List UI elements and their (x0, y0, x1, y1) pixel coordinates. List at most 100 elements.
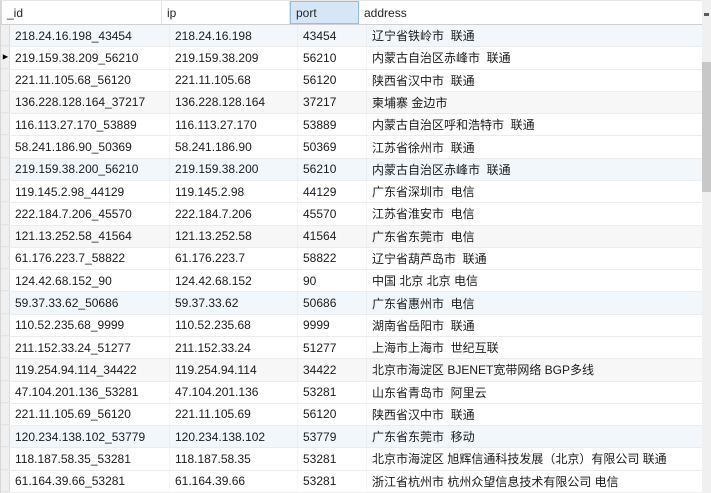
cell-address[interactable]: 内蒙古自治区赤峰市 联通 (372, 51, 511, 66)
cell-address[interactable]: 江苏省淮安市 电信 (372, 207, 475, 222)
table-row[interactable]: 121.13.252.58_41564 121.13.252.58 41564 广东省… (1, 225, 702, 248)
cell-address[interactable]: 江苏省徐州市 联通 (372, 140, 475, 155)
column-header-id[interactable]: _id (2, 1, 162, 24)
cell-address[interactable]: 上海市上海市 世纪互联 (372, 341, 499, 356)
row-header[interactable] (1, 270, 10, 292)
row-header[interactable] (1, 448, 10, 470)
column-header-ip[interactable]: ip (162, 1, 290, 24)
cell-port[interactable]: 56210 (298, 159, 367, 180)
cell-port[interactable]: 41564 (298, 226, 367, 247)
table-row[interactable]: 219.159.38.200_56210 219.159.38.200 56210 内… (1, 158, 702, 181)
cell-address[interactable]: 湖南省岳阳市 联通 (372, 318, 475, 333)
table-row[interactable]: 119.254.94.114_34422 119.254.94.114 34422 北… (1, 359, 702, 382)
cell-port[interactable]: 56210 (298, 47, 367, 68)
row-header[interactable] (1, 292, 10, 314)
cell-ip[interactable]: 58.241.186.90 (170, 136, 298, 157)
cell-address[interactable]: 辽宁省葫芦岛市 联通 (372, 251, 487, 266)
cell-ip[interactable]: 47.104.201.136 (170, 382, 298, 403)
table-row[interactable]: 47.104.201.136_53281 47.104.201.136 53281 山… (1, 381, 702, 404)
cell-ip[interactable]: 119.254.94.114 (170, 359, 298, 380)
table-row[interactable]: 124.42.68.152_90 124.42.68.152 90 中国 北京 北京 … (1, 270, 702, 293)
cell-id[interactable]: 222.184.7.206_45570 (10, 203, 170, 224)
row-header[interactable] (1, 359, 10, 381)
row-header[interactable] (1, 225, 10, 247)
cell-port[interactable]: 53281 (298, 448, 367, 469)
cell-ip[interactable]: 211.152.33.24 (170, 337, 298, 358)
cell-ip[interactable]: 218.24.16.198 (170, 25, 298, 46)
cell-port[interactable]: 56120 (298, 404, 367, 425)
cell-id[interactable]: 61.164.39.66_53281 (10, 471, 170, 492)
cell-address[interactable]: 中国 北京 北京 电信 (372, 274, 479, 289)
cell-ip[interactable]: 118.187.58.35 (170, 448, 298, 469)
row-header[interactable] (1, 69, 10, 91)
column-header-address[interactable]: address (364, 5, 407, 20)
cell-address[interactable]: 广东省东莞市 电信 (372, 229, 475, 244)
table-row[interactable]: 119.145.2.98_44129 119.145.2.98 44129 广东省深圳… (1, 180, 702, 204)
row-header[interactable] (1, 426, 10, 448)
cell-ip[interactable]: 61.164.39.66 (170, 471, 298, 492)
cell-port[interactable]: 34422 (298, 359, 367, 380)
row-header[interactable] (1, 314, 10, 336)
cell-port[interactable]: 90 (298, 270, 367, 291)
cell-id[interactable]: 219.159.38.200_56210 (10, 159, 170, 180)
cell-address[interactable]: 山东省青岛市 阿里云 (372, 385, 487, 400)
table-row[interactable]: 116.113.27.170_53889 116.113.27.170 53889 内… (1, 114, 702, 137)
cell-address[interactable]: 广东省东莞市 移动 (372, 430, 475, 445)
cell-port[interactable]: 43454 (298, 25, 367, 46)
cell-ip[interactable]: 136.228.128.164 (170, 92, 298, 113)
cell-id[interactable]: 136.228.128.164_37217 (10, 92, 170, 113)
row-header[interactable] (1, 91, 10, 114)
table-row[interactable]: 61.176.223.7_58822 61.176.223.7 58822 辽宁省葫芦… (1, 247, 702, 271)
cell-address[interactable]: 陕西省汉中市 联通 (372, 407, 475, 422)
row-header[interactable] (1, 158, 10, 180)
row-header[interactable] (1, 336, 10, 359)
cell-id[interactable]: 119.254.94.114_34422 (10, 359, 170, 380)
scrollbar-thumb[interactable] (702, 62, 711, 192)
table-row[interactable]: 120.234.138.102_53779 120.234.138.102 5377… (1, 426, 702, 449)
cell-id[interactable]: 219.159.38.209_56210 (10, 47, 170, 68)
row-header[interactable] (1, 247, 10, 270)
cell-address[interactable]: 北京市海淀区 BJENET宽带网络 BGP多线 (372, 363, 595, 378)
cell-address[interactable]: 柬埔寨 金边市 (372, 95, 448, 110)
cell-ip[interactable]: 219.159.38.209 (170, 47, 298, 68)
cell-id[interactable]: 221.11.105.68_56120 (10, 70, 170, 91)
row-header[interactable] (1, 381, 10, 403)
cell-id[interactable]: 47.104.201.136_53281 (10, 382, 170, 403)
cell-ip[interactable]: 110.52.235.68 (170, 315, 298, 336)
table-row[interactable]: 218.24.16.198_43454 218.24.16.198 43454 辽宁省… (1, 25, 702, 48)
cell-id[interactable]: 58.241.186.90_50369 (10, 136, 170, 157)
row-header[interactable] (1, 136, 10, 158)
cell-ip[interactable]: 120.234.138.102 (170, 426, 298, 447)
table-row[interactable]: 222.184.7.206_45570 222.184.7.206 45570 江苏省… (1, 203, 702, 226)
cell-port[interactable]: 53281 (298, 471, 367, 492)
table-row[interactable]: 58.241.186.90_50369 58.241.186.90 50369 江苏省… (1, 136, 702, 159)
cell-port[interactable]: 53779 (298, 426, 367, 447)
cell-ip[interactable]: 221.11.105.69 (170, 404, 298, 425)
cell-id[interactable]: 61.176.223.7_58822 (10, 248, 170, 269)
column-header-port[interactable]: port (290, 1, 359, 24)
cell-id[interactable]: 116.113.27.170_53889 (10, 114, 170, 135)
cell-address[interactable]: 北京市海淀区 旭辉信通科技发展（北京）有限公司 联通 (372, 452, 667, 467)
cell-address[interactable]: 内蒙古自治区呼和浩特市 联通 (372, 118, 535, 133)
table-row[interactable]: 221.11.105.69_56120 221.11.105.69 56120 陕西省… (1, 403, 702, 427)
cell-id[interactable]: 110.52.235.68_9999 (10, 315, 170, 336)
table-row[interactable]: 110.52.235.68_9999 110.52.235.68 9999 湖南省岳阳… (1, 314, 702, 337)
cell-id[interactable]: 121.13.252.58_41564 (10, 226, 170, 247)
row-header[interactable] (1, 403, 10, 426)
cell-ip[interactable]: 116.113.27.170 (170, 114, 298, 135)
cell-address[interactable]: 辽宁省铁岭市 联通 (372, 29, 475, 44)
table-row[interactable]: 221.11.105.68_56120 221.11.105.68 56120 陕西省… (1, 69, 702, 92)
cell-id[interactable]: 221.11.105.69_56120 (10, 404, 170, 425)
cell-id[interactable]: 211.152.33.24_51277 (10, 337, 170, 358)
cell-address[interactable]: 浙江省杭州市 杭州众望信息技术有限公司 电信 (372, 474, 619, 489)
row-header[interactable]: ► (1, 47, 10, 69)
table-row[interactable]: 59.37.33.62_50686 59.37.33.62 50686 广东省惠州市 … (1, 292, 702, 315)
cell-ip[interactable]: 119.145.2.98 (170, 181, 298, 202)
table-row[interactable]: ► 219.159.38.209_56210 219.159.38.209 56210… (1, 47, 702, 70)
row-header[interactable] (1, 203, 10, 225)
cell-port[interactable]: 50686 (298, 292, 367, 313)
cell-id[interactable]: 218.24.16.198_43454 (10, 25, 170, 46)
cell-port[interactable]: 58822 (298, 248, 367, 269)
cell-address[interactable]: 广东省深圳市 电信 (372, 185, 475, 200)
cell-ip[interactable]: 222.184.7.206 (170, 203, 298, 224)
